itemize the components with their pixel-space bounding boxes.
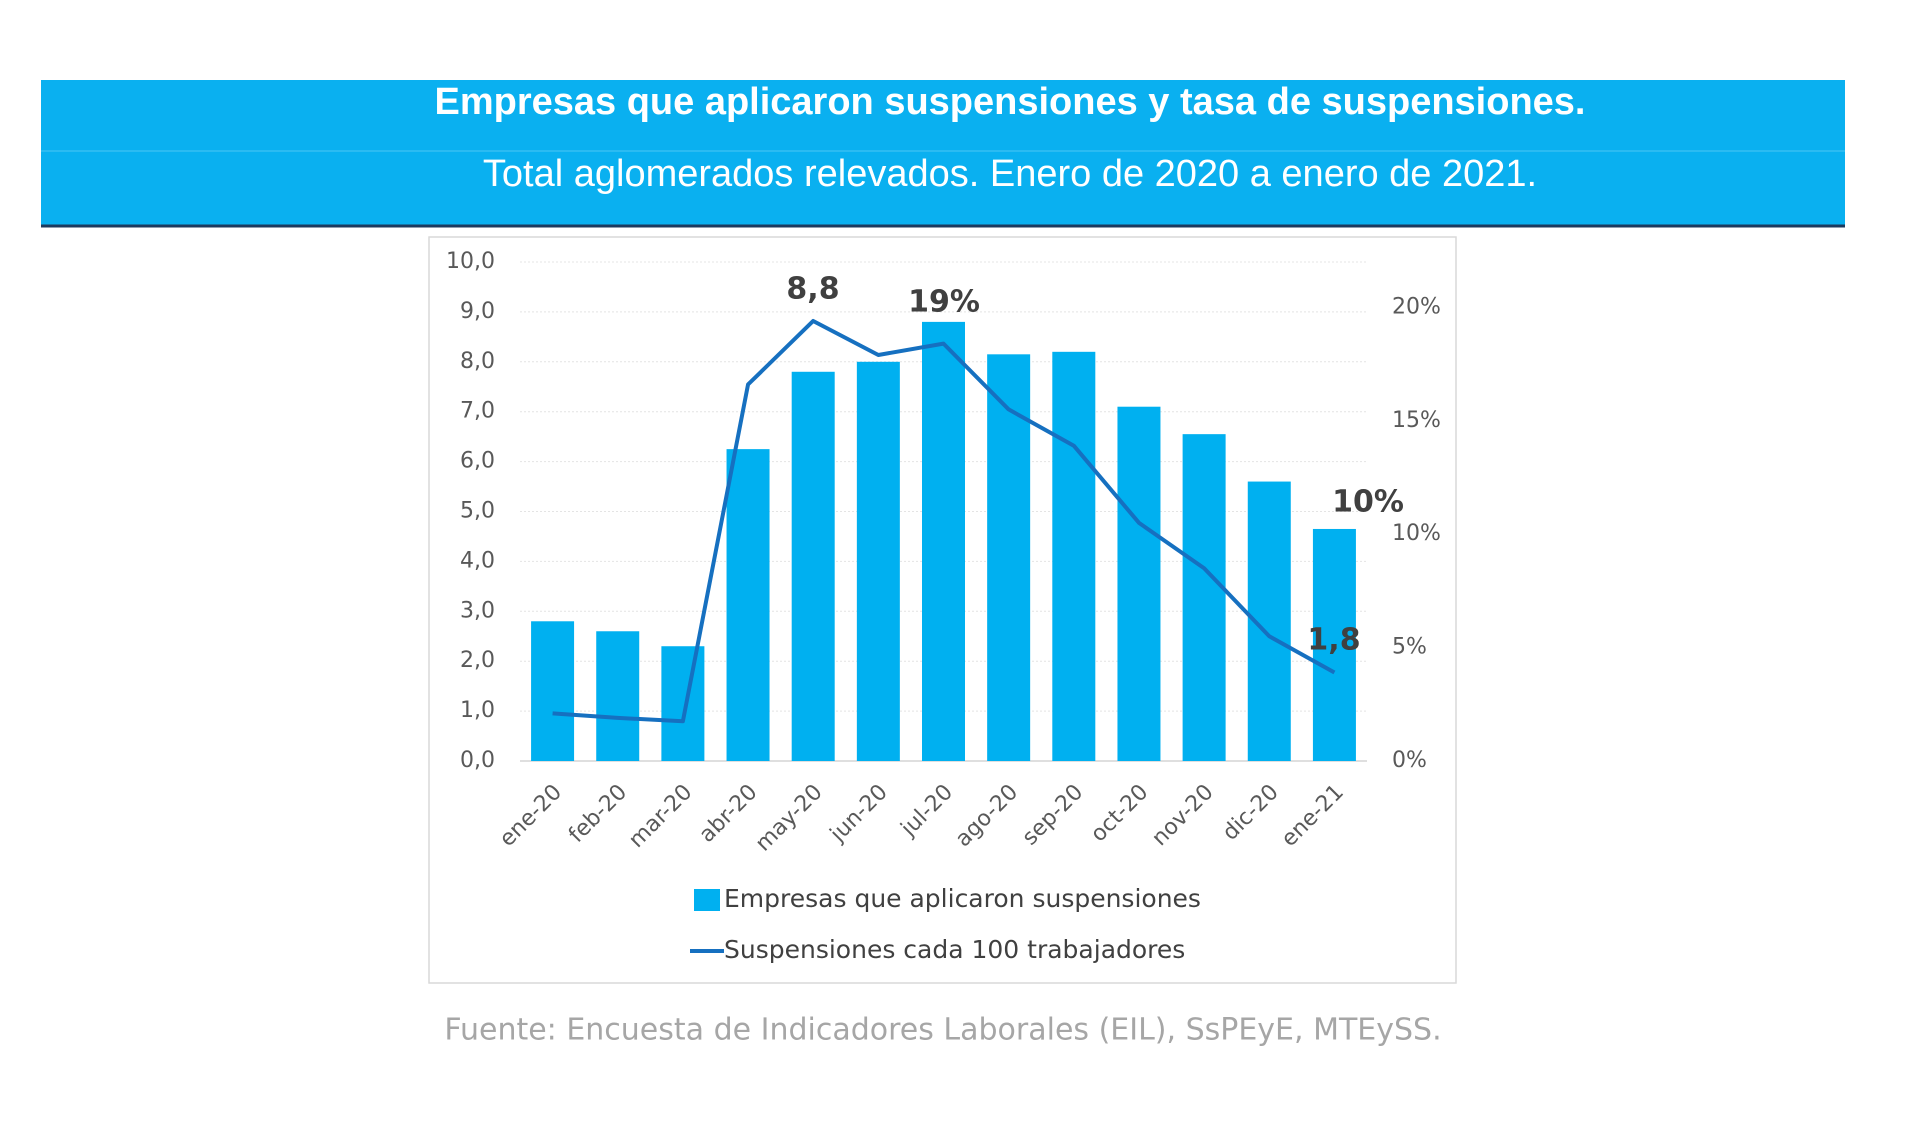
annotation: 10% [1332, 485, 1404, 520]
y-tick-label: 10,0 [446, 249, 495, 274]
y-tick-label: 7,0 [460, 399, 495, 424]
legend-swatch [694, 889, 720, 911]
bar [856, 361, 900, 761]
y-tick-label: 1,0 [460, 698, 495, 723]
subtitle: Total aglomerados relevados. Enero de 20… [483, 153, 1537, 195]
line-series [552, 318, 1336, 724]
title: Empresas que aplicaron suspensiones y ta… [434, 81, 1585, 123]
annotation: 8,8 [786, 272, 839, 307]
y2-tick-label: 15% [1392, 408, 1441, 433]
bar [596, 631, 640, 761]
bar [1117, 406, 1161, 761]
bar [661, 646, 705, 761]
y2-tick-label: 10% [1392, 521, 1441, 546]
y-tick-label: 4,0 [460, 548, 495, 573]
bar [791, 371, 835, 761]
y2-tick-label: 5% [1392, 635, 1427, 660]
bar [1052, 351, 1096, 761]
header-band [41, 80, 1845, 226]
bar [922, 321, 965, 761]
bar [1312, 528, 1356, 761]
legend-label: Suspensiones cada 100 trabajadores [724, 935, 1185, 964]
y-tick-label: 0,0 [460, 748, 495, 773]
y-tick-label: 2,0 [460, 648, 495, 673]
y2-tick-label: 0% [1392, 748, 1427, 773]
y-tick-label: 6,0 [460, 449, 495, 474]
source: Fuente: Encuesta de Indicadores Laborale… [444, 1013, 1441, 1048]
bar [987, 354, 1031, 761]
bar [726, 449, 770, 761]
bar [1182, 434, 1226, 761]
annotation: 19% [908, 285, 980, 320]
y-tick-label: 3,0 [460, 598, 495, 623]
annotation: 1,8 [1307, 623, 1360, 658]
legend-label: Empresas que aplicaron suspensiones [724, 884, 1201, 913]
bar [531, 621, 575, 761]
y-tick-label: 8,0 [460, 349, 495, 374]
y-tick-label: 9,0 [460, 299, 495, 324]
y-tick-label: 5,0 [460, 499, 495, 524]
y2-tick-label: 20% [1392, 294, 1441, 319]
